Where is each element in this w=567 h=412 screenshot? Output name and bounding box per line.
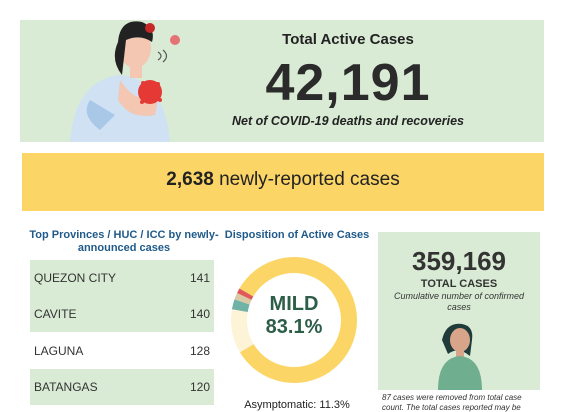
- province-name: BATANGAS: [34, 380, 98, 394]
- disposition-title: Disposition of Active Cases: [224, 229, 370, 241]
- province-name: CAVITE: [34, 307, 77, 321]
- new-cases-count: 2,638: [166, 169, 214, 190]
- province-row: LAGUNA 128: [30, 333, 214, 369]
- province-name: QUEZON CITY: [34, 271, 117, 285]
- mild-value: 83.1%: [265, 316, 323, 338]
- disposition-donut-chart: [231, 257, 357, 383]
- new-cases-banner: 2,638 newly-reported cases: [22, 153, 544, 211]
- donut-segment-other-tan: [234, 293, 252, 305]
- province-row: QUEZON CITY 141: [30, 260, 214, 296]
- woman-illustration: [438, 323, 482, 390]
- province-value: 128: [189, 344, 210, 358]
- new-cases-label: newly-reported cases: [219, 169, 400, 190]
- hero-subtitle: Net of COVID-19 deaths and recoveries: [231, 114, 465, 128]
- province-row: BATANGAS 120: [30, 369, 214, 405]
- total-cases-panel: 359,169 TOTAL CASES Cumulative number of…: [378, 232, 540, 390]
- province-value: 140: [189, 307, 210, 321]
- active-cases-number: 42,191: [265, 54, 431, 112]
- donut-segment-other-teal: [231, 299, 250, 313]
- new-cases-text: 2,638 newly-reported cases: [22, 169, 544, 191]
- hero-title: Total Active Cases: [282, 31, 414, 48]
- total-cases-number: 359,169: [412, 246, 506, 276]
- asymptomatic-label: Asymptomatic: 11.3%: [244, 399, 350, 411]
- provinces-title: Top Provinces / HUC / ICC by newly-annou…: [29, 229, 219, 254]
- coughing-woman-illustration: [70, 21, 180, 142]
- province-name: LAGUNA: [34, 344, 84, 358]
- province-value: 120: [189, 380, 210, 394]
- donut-center-label: MILD 83.1%: [228, 293, 360, 339]
- footnote: 87 cases were removed from total case co…: [382, 393, 522, 412]
- total-cases-subtitle: Cumulative number of confirmed cases: [393, 291, 525, 312]
- total-cases-label: TOTAL CASES: [420, 278, 498, 290]
- donut-segment-mild: [239, 257, 357, 383]
- mild-label: MILD: [269, 293, 319, 315]
- total-active-cases-panel: Total Active Cases 42,191 Net of COVID-1…: [20, 20, 544, 142]
- donut-segment-other-red: [237, 288, 254, 300]
- province-row: CAVITE 140: [30, 296, 214, 332]
- province-value: 141: [189, 271, 210, 285]
- donut-segment-asymptomatic: [231, 309, 254, 353]
